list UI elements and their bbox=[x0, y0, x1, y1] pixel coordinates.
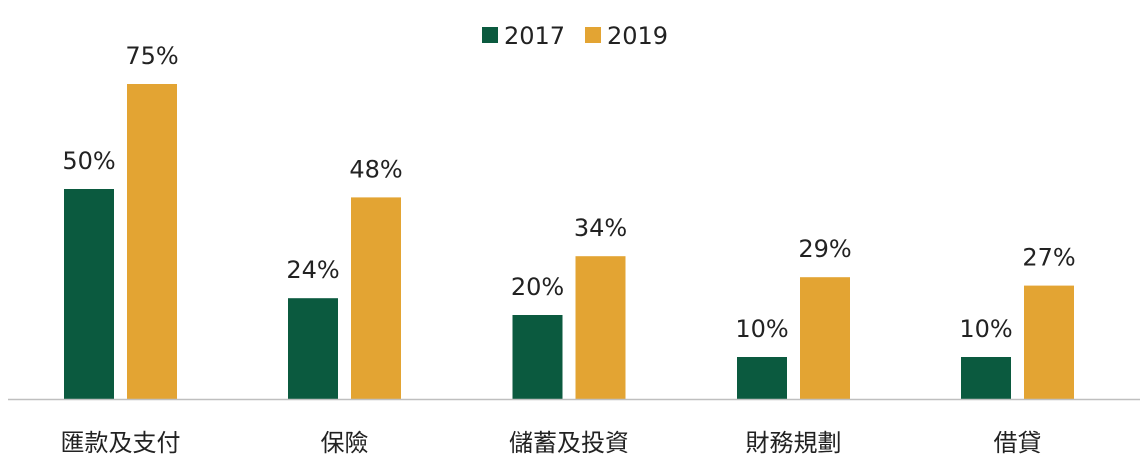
data-label-2019-4: 27% bbox=[1022, 244, 1075, 272]
data-label-2017-0: 50% bbox=[62, 147, 115, 175]
bar-2017-2 bbox=[512, 315, 563, 399]
bars bbox=[64, 84, 1074, 399]
bar-2019-4 bbox=[1024, 285, 1074, 399]
data-label-2017-3: 10% bbox=[735, 315, 788, 343]
x-axis-tick-labels: 匯款及支付 保險 儲蓄及投資 財務規劃 借貸 bbox=[61, 429, 1042, 457]
x-tick-label-0: 匯款及支付 bbox=[61, 429, 181, 457]
bar-2017-4 bbox=[961, 357, 1011, 399]
x-tick-label-3: 財務規劃 bbox=[746, 429, 842, 457]
x-tick-label-4: 借貸 bbox=[994, 429, 1042, 457]
legend: 2017 2019 bbox=[482, 22, 668, 50]
legend-swatch-2017 bbox=[482, 27, 498, 43]
legend-label-2017: 2017 bbox=[504, 22, 565, 50]
bar-2017-0 bbox=[64, 189, 114, 399]
legend-swatch-2019 bbox=[585, 27, 601, 43]
bar-2019-2 bbox=[575, 256, 626, 399]
data-label-2017-2: 20% bbox=[511, 273, 564, 301]
data-label-2019-2: 34% bbox=[574, 214, 627, 242]
bar-2017-3 bbox=[737, 357, 787, 399]
legend-label-2019: 2019 bbox=[607, 22, 668, 50]
data-label-2019-3: 29% bbox=[798, 235, 851, 263]
data-label-2019-1: 48% bbox=[349, 155, 402, 183]
x-tick-label-2: 儲蓄及投資 bbox=[509, 429, 629, 457]
data-label-2019-0: 75% bbox=[125, 42, 178, 70]
bar-2019-1 bbox=[351, 197, 401, 399]
bar-2019-0 bbox=[127, 84, 177, 399]
bar-2019-3 bbox=[800, 277, 850, 399]
bar-2017-1 bbox=[288, 298, 338, 399]
value-labels: 50% 75% 24% 48% 20% 34% 10% 29% 10% 27% bbox=[62, 42, 1075, 343]
x-tick-label-1: 保險 bbox=[321, 429, 369, 457]
data-label-2017-4: 10% bbox=[959, 315, 1012, 343]
data-label-2017-1: 24% bbox=[286, 256, 339, 284]
